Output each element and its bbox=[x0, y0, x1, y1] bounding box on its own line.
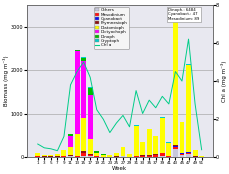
Bar bbox=[74, 134, 79, 156]
Bar bbox=[48, 155, 53, 156]
Bar bbox=[166, 142, 171, 143]
Bar bbox=[81, 156, 86, 157]
Legend: Others, Mesodinium, Cyanobact, Prymnesioph, Diatomioph, Dictyochoph, Dinoph, Cry: Others, Mesodinium, Cyanobact, Prymnesio… bbox=[93, 7, 128, 49]
Bar bbox=[107, 155, 112, 156]
Bar bbox=[81, 118, 86, 151]
Bar bbox=[133, 156, 138, 157]
Bar bbox=[55, 154, 60, 156]
Bar bbox=[185, 65, 190, 152]
Bar bbox=[94, 153, 99, 156]
Y-axis label: Chl a (mg m⁻³): Chl a (mg m⁻³) bbox=[220, 60, 226, 102]
Bar bbox=[87, 155, 92, 156]
Text: Dinoph.: 6484
Cyanobact.: 47
Mesodinium: 89: Dinoph.: 6484 Cyanobact.: 47 Mesodinium:… bbox=[167, 8, 199, 21]
Bar bbox=[172, 15, 177, 145]
Bar bbox=[42, 155, 46, 156]
Bar bbox=[198, 156, 203, 157]
Bar bbox=[61, 156, 66, 157]
Bar bbox=[166, 156, 171, 157]
Bar bbox=[81, 58, 86, 61]
Bar bbox=[179, 153, 184, 154]
Bar bbox=[87, 156, 92, 157]
Bar bbox=[146, 156, 151, 157]
Bar bbox=[48, 156, 53, 157]
Bar bbox=[35, 156, 40, 157]
Bar bbox=[87, 87, 92, 88]
Bar bbox=[159, 156, 164, 157]
Bar bbox=[68, 136, 73, 147]
Bar bbox=[159, 118, 164, 153]
Bar bbox=[139, 142, 144, 155]
Bar bbox=[185, 152, 190, 153]
Bar bbox=[68, 147, 73, 156]
Bar bbox=[139, 156, 144, 157]
Bar bbox=[100, 155, 105, 157]
Bar bbox=[159, 117, 164, 118]
Bar bbox=[81, 57, 86, 58]
Bar bbox=[179, 122, 184, 153]
Bar bbox=[87, 96, 92, 139]
Bar bbox=[153, 154, 158, 155]
Bar bbox=[42, 156, 46, 157]
Bar bbox=[126, 154, 131, 157]
Bar bbox=[81, 151, 86, 153]
Bar bbox=[179, 155, 184, 157]
Bar bbox=[185, 154, 190, 157]
Bar bbox=[94, 151, 99, 153]
Bar bbox=[61, 150, 66, 151]
Bar bbox=[74, 52, 79, 134]
Bar bbox=[87, 88, 92, 96]
Bar bbox=[179, 154, 184, 155]
Bar bbox=[139, 155, 144, 156]
X-axis label: Week: Week bbox=[112, 166, 127, 171]
Bar bbox=[172, 146, 177, 147]
Bar bbox=[153, 136, 158, 154]
Bar bbox=[185, 64, 190, 65]
Bar bbox=[107, 156, 112, 157]
Bar bbox=[172, 149, 177, 157]
Bar bbox=[61, 151, 66, 156]
Bar bbox=[146, 129, 151, 156]
Bar bbox=[172, 14, 177, 15]
Bar bbox=[113, 156, 118, 157]
Bar bbox=[74, 156, 79, 157]
Y-axis label: Biomass (mg m⁻³): Biomass (mg m⁻³) bbox=[3, 56, 9, 106]
Bar bbox=[68, 156, 73, 157]
Bar bbox=[68, 134, 73, 136]
Bar bbox=[74, 50, 79, 52]
Bar bbox=[55, 156, 60, 157]
Bar bbox=[166, 143, 171, 156]
Bar bbox=[120, 147, 125, 156]
Bar bbox=[87, 154, 92, 155]
Bar bbox=[100, 154, 105, 155]
Bar bbox=[185, 153, 190, 154]
Bar bbox=[192, 156, 197, 157]
Bar bbox=[120, 156, 125, 157]
Bar bbox=[159, 153, 164, 156]
Bar bbox=[35, 153, 40, 156]
Bar bbox=[172, 147, 177, 149]
Bar bbox=[133, 125, 138, 156]
Bar bbox=[153, 155, 158, 157]
Bar bbox=[94, 156, 99, 157]
Bar bbox=[192, 150, 197, 156]
Bar bbox=[113, 153, 118, 156]
Bar bbox=[81, 61, 86, 118]
Bar bbox=[81, 153, 86, 156]
Bar bbox=[87, 139, 92, 154]
Bar bbox=[172, 145, 177, 146]
